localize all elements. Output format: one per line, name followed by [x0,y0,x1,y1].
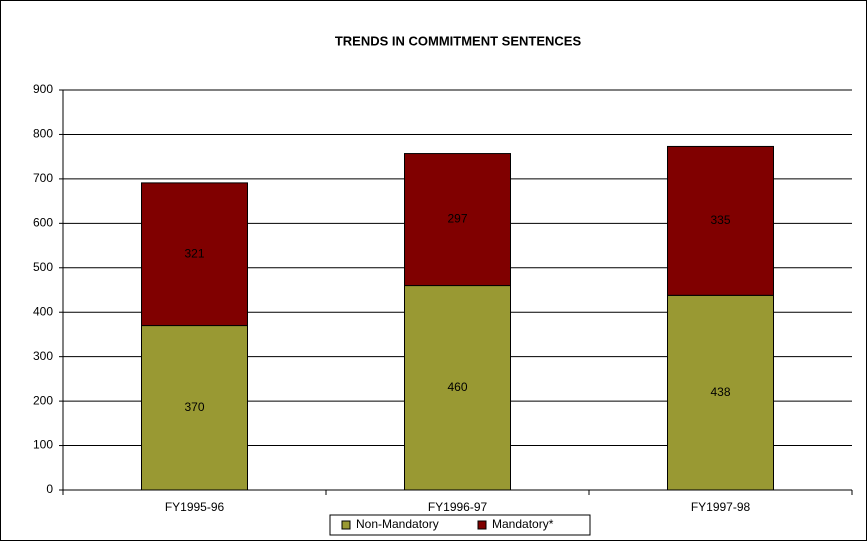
y-tick-label: 300 [33,349,53,363]
chart-title: TRENDS IN COMMITMENT SENTENCES [335,33,582,48]
bar-segment [404,153,511,287]
x-tick-label: FY1995-96 [165,500,225,514]
y-tick-label: 0 [46,482,53,496]
y-tick-label: 600 [33,216,53,230]
y-tick-label: 700 [33,171,53,185]
legend-swatch [341,520,351,530]
legend-swatch [477,520,487,530]
data-label: 335 [710,213,730,227]
y-tick-label: 500 [33,260,53,274]
legend-label: Non-Mandatory [356,517,439,531]
data-label: 321 [184,246,204,260]
legend-label: Mandatory* [492,517,554,531]
bar-segment [141,182,248,327]
data-label: 370 [184,400,204,414]
legend-box [329,514,591,536]
data-label: 297 [447,212,467,226]
y-tick-label: 100 [33,438,53,452]
data-label: 460 [447,380,467,394]
y-tick-label: 200 [33,393,53,407]
x-tick-label: FY1996-97 [428,500,488,514]
y-tick-label: 900 [33,82,53,96]
y-tick-label: 400 [33,304,53,318]
bar-segment [404,285,511,491]
data-label: 438 [710,385,730,399]
bar-segment [141,325,248,491]
x-tick-label: FY1997-98 [691,500,751,514]
y-tick-label: 800 [33,127,53,141]
bar-segment [667,145,774,296]
